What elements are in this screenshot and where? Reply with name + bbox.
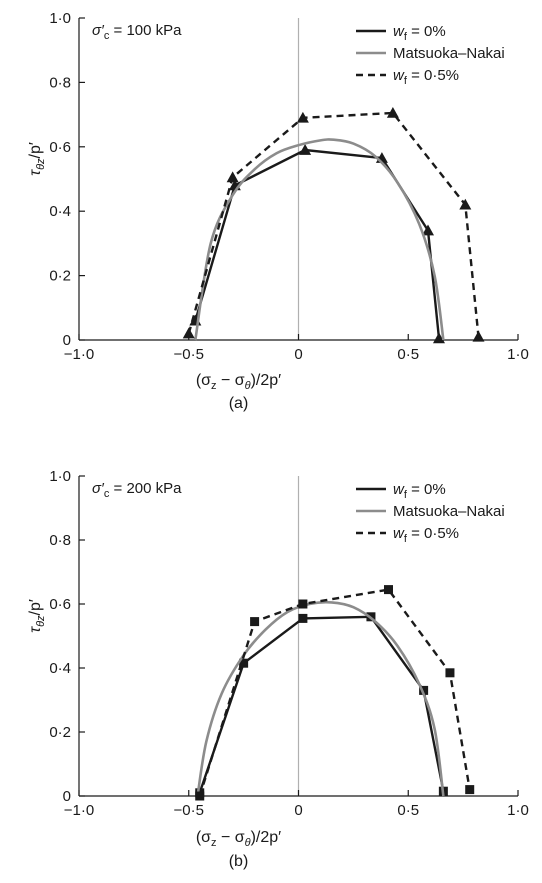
stress-annotation: σ′c = 200 kPa (92, 480, 182, 500)
data-point-marker (195, 791, 205, 801)
data-point-marker (296, 111, 309, 123)
chart-panel-b: 0 0·2 0·4 0·6 0·8 1·0 −1·0 −0·5 0 0·5 1·0 τθz/p′ (σz… (27, 468, 529, 870)
y-tick-label: 0·2 (49, 724, 71, 741)
data-point-marker (419, 685, 429, 695)
data-point-marker (459, 198, 472, 210)
x-tick-label: 0·5 (397, 346, 419, 363)
y-tick-label: 1·0 (49, 468, 71, 485)
series-wf-0-5 (187, 111, 480, 337)
data-point-marker (472, 330, 485, 342)
panel-label: (b) (229, 853, 249, 870)
data-point-marker (465, 785, 475, 795)
data-point-marker (298, 613, 308, 623)
legend-label: wf = 0·5% (393, 525, 459, 545)
legend-label: wf = 0% (393, 23, 446, 43)
data-point-marker (386, 106, 399, 118)
data-point-marker (239, 658, 249, 668)
x-tick-label: −1·0 (64, 802, 94, 819)
legend-label: Matsuoka–Nakai (393, 45, 505, 62)
x-axis-label: (σz − σθ)/2p′ (196, 829, 281, 849)
data-point-marker (432, 332, 445, 344)
legend-label: wf = 0·5% (393, 67, 459, 87)
chart-panel-a: 0 0·2 0·4 0·6 0·8 1·0 −1·0 −0·5 0 0·5 1·0 τθz/p′ (σz… (27, 10, 529, 412)
y-tick-label: 0·2 (49, 268, 71, 285)
x-tick-label: −0·5 (174, 346, 204, 363)
x-tick-label: 1·0 (507, 346, 529, 363)
data-point-marker (250, 617, 260, 627)
legend-label: Matsuoka–Nakai (393, 503, 505, 520)
x-tick-label: 0 (294, 346, 302, 363)
data-point-marker (299, 144, 312, 155)
y-axis-label: τθz/p′ (27, 599, 47, 633)
legend-label: wf = 0% (393, 481, 446, 501)
series-wf-0 (194, 148, 441, 339)
y-tick-label: 1·0 (49, 10, 71, 27)
data-point-marker (298, 599, 308, 609)
data-point-marker (445, 668, 455, 678)
y-tick-label: 0·4 (49, 660, 71, 677)
y-axis-label: τθz/p′ (27, 142, 47, 176)
series-wf-0-5 (198, 588, 471, 797)
data-point-marker (422, 224, 435, 236)
y-tick-label: 0·6 (49, 596, 71, 613)
series-wf-0 (198, 615, 445, 794)
y-tick-label: 0·6 (49, 139, 71, 156)
x-tick-label: −1·0 (64, 346, 94, 363)
y-tick-label: 0·8 (49, 74, 71, 91)
x-axis-label: (σz − σθ)/2p′ (196, 372, 281, 392)
x-tick-label: 0·5 (397, 802, 419, 819)
x-tick-label: 0 (294, 802, 302, 819)
stress-annotation: σ′c = 100 kPa (92, 22, 182, 42)
series-matsuoka-nakai (196, 600, 445, 797)
y-tick-label: 0 (63, 332, 71, 349)
y-tick-label: 0·4 (49, 203, 71, 220)
y-tick-label: 0·8 (49, 532, 71, 549)
panel-label: (a) (229, 395, 249, 412)
data-point-marker (383, 585, 393, 595)
y-tick-label: 0 (63, 788, 71, 805)
data-point-marker (182, 327, 195, 339)
x-tick-label: 1·0 (507, 802, 529, 819)
series-matsuoka-nakai (194, 138, 445, 341)
data-point-marker (226, 171, 239, 183)
x-tick-label: −0·5 (174, 802, 204, 819)
